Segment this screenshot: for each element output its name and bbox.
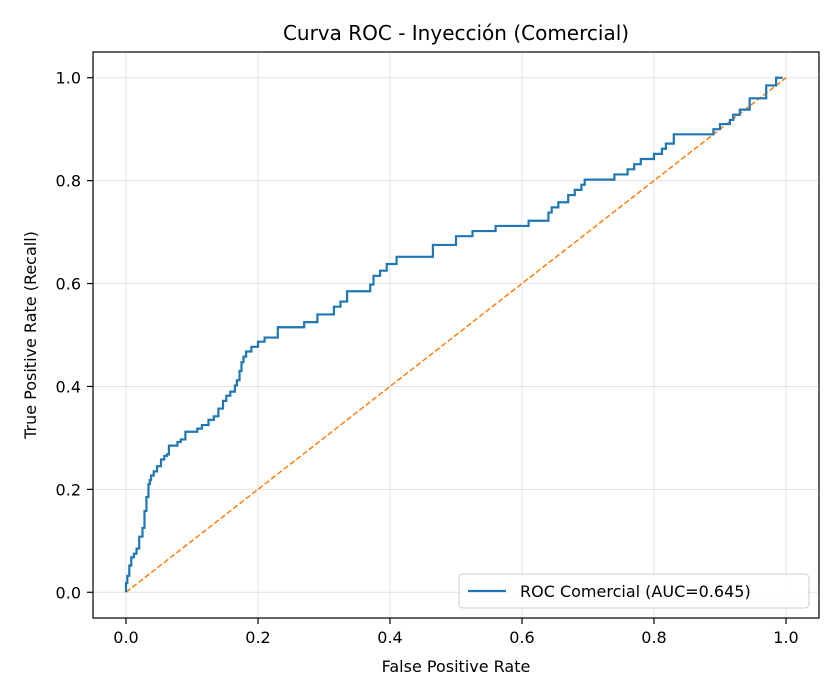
x-tick-label: 0.0 [113, 628, 138, 647]
chart-title: Curva ROC - Inyección (Comercial) [283, 21, 629, 45]
y-tick-label: 0.0 [56, 583, 81, 602]
x-tick-label: 0.6 [509, 628, 534, 647]
x-tick-label: 0.8 [641, 628, 666, 647]
y-tick-label: 0.8 [56, 172, 81, 191]
y-tick-label: 0.6 [56, 275, 81, 294]
x-tick-label: 0.4 [377, 628, 402, 647]
chance-diagonal-line [125, 77, 787, 593]
roc-curve-line [124, 76, 783, 593]
plot-series [124, 76, 787, 593]
legend-label-roc: ROC Comercial (AUC=0.645) [520, 582, 751, 601]
grid [93, 52, 819, 618]
y-tick-label: 0.2 [56, 480, 81, 499]
y-axis-label: True Positive Rate (Recall) [21, 231, 40, 440]
x-axis-ticks: 0.0 0.2 0.4 0.6 0.8 1.0 [113, 618, 799, 647]
x-tick-label: 1.0 [773, 628, 798, 647]
x-tick-label: 0.2 [245, 628, 270, 647]
legend: ROC Comercial (AUC=0.645) [458, 573, 810, 609]
x-axis-label: False Positive Rate [382, 657, 531, 676]
plot-frame [92, 51, 820, 619]
legend-box [458, 573, 810, 609]
y-tick-label: 1.0 [56, 69, 81, 88]
y-axis-ticks: 0.0 0.2 0.4 0.6 0.8 1.0 [56, 69, 93, 602]
y-tick-label: 0.4 [56, 377, 81, 396]
